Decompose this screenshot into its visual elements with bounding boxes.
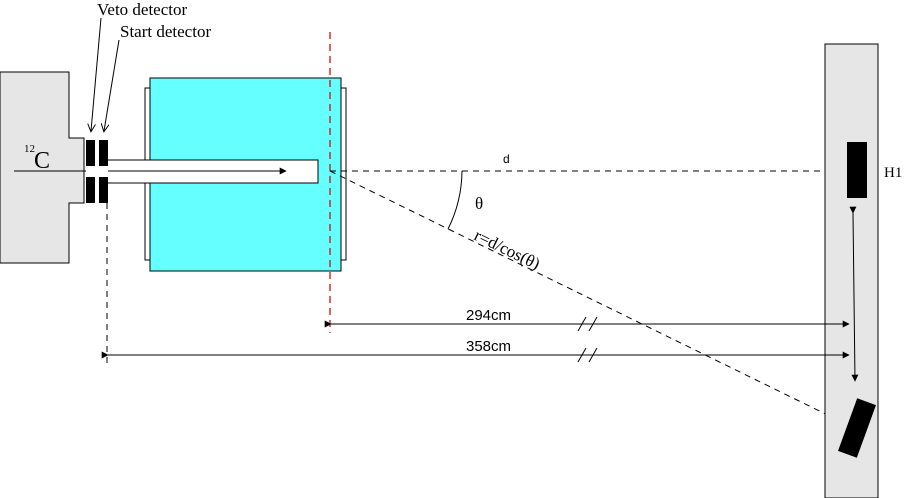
dimension-294-break-2 (588, 316, 598, 332)
veto-detector-label: Veto detector (97, 0, 187, 19)
start-detector-upper (99, 140, 108, 166)
start-detector-pointer (104, 39, 120, 131)
angle-theta-label: θ (475, 194, 483, 213)
veto-detector-upper (86, 140, 95, 166)
angle-arc (447, 170, 463, 230)
start-detector-label: Start detector (120, 22, 211, 41)
dimension-358-break-1 (577, 347, 587, 363)
dimension-358-label: 358cm (466, 338, 511, 355)
dimension-294-label: 294cm (466, 307, 511, 324)
flight-path-angled (329, 170, 849, 426)
dimension-358-break-2 (588, 347, 598, 363)
r-formula-label: r=d/cos(θ) (471, 226, 543, 274)
detector-h1 (847, 142, 867, 198)
beam-housing (0, 71, 85, 264)
veto-detector-lower (86, 177, 95, 203)
detector-rotated (838, 398, 876, 458)
start-detector-lower (99, 177, 108, 203)
detector-move-arrow (849, 206, 859, 382)
detector-h1-label: H1 (884, 165, 902, 181)
veto-detector-pointer (91, 17, 102, 131)
beam-isotope-symbol: C (34, 148, 50, 174)
beam-isotope-mass: 12 (24, 143, 35, 155)
dimension-294-break-1 (577, 316, 587, 332)
distance-d-label: d (503, 152, 510, 166)
